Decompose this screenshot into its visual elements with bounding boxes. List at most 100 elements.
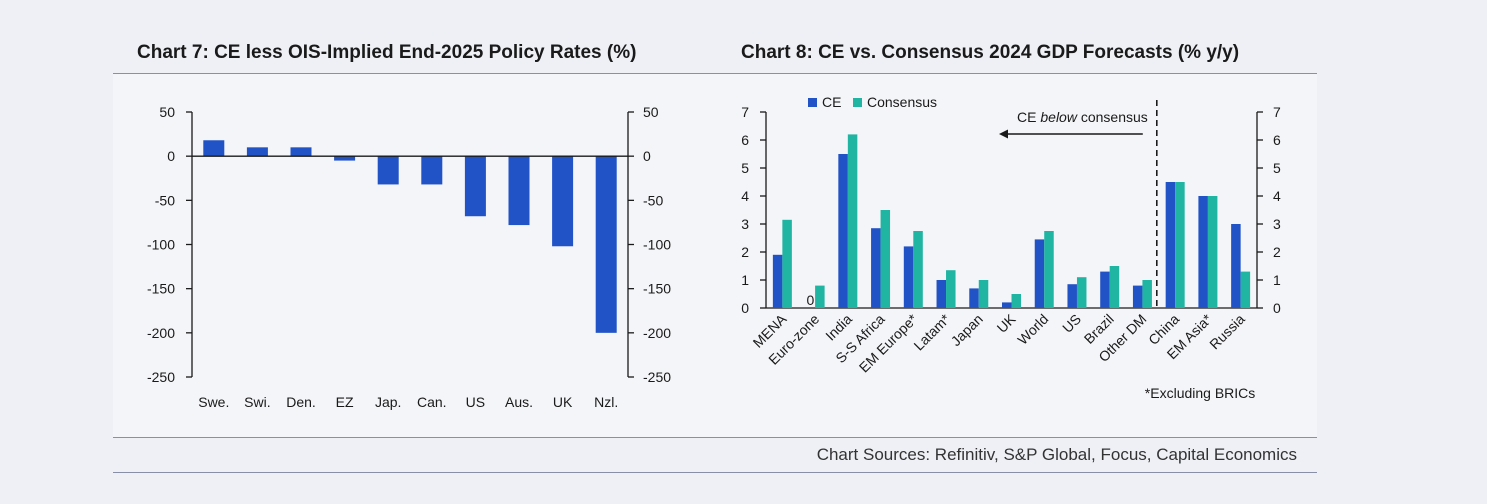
chart8-bar-consensus (1240, 271, 1251, 308)
chart8-legend-swatch-ce (808, 98, 817, 107)
chart8-y-tick-label-left: 0 (741, 300, 749, 316)
chart8-y-tick-label-right: 4 (1273, 188, 1281, 204)
chart8-bar-consensus (880, 210, 891, 308)
chart8-bar-ce (1198, 196, 1208, 308)
chart8-y-tick-label-left: 5 (741, 160, 749, 176)
chart8-y-tick-label-right: 1 (1273, 272, 1281, 288)
chart7-x-tick-label: US (466, 394, 485, 410)
chart8-bar-consensus (946, 270, 956, 308)
chart7-y-tick-label-left: 50 (159, 104, 175, 120)
chart8-bar-ce (1165, 182, 1176, 308)
chart8-bar-consensus (913, 231, 923, 308)
chart8-x-tick-label: Latam* (910, 310, 953, 353)
chart7-y-tick-label-left: -50 (155, 192, 175, 208)
sources-divider-top (113, 437, 1317, 438)
chart8-legend-label-consensus: Consensus (867, 94, 937, 110)
chart7-plot: 50 50 0 0 -50 -50 -100 -100 -150 -150 -200 -200 -250… (147, 104, 671, 410)
chart8-y-tick-label-right: 0 (1273, 300, 1281, 316)
chart-sources: Chart Sources: Refinitiv, S&P Global, Fo… (816, 445, 1297, 464)
chart8-x-tick-label: UK (994, 310, 1020, 336)
chart8-bar-consensus (1076, 277, 1087, 308)
chart8-bar-consensus (1175, 182, 1185, 308)
chart8-y-tick-label-left: 3 (741, 216, 749, 232)
chart8-bar-consensus (847, 134, 858, 308)
chart7-bar (421, 156, 443, 185)
chart8-bar-consensus (815, 285, 825, 308)
annotation-italic: below (1040, 109, 1077, 125)
chart8-bar-ce (1100, 271, 1110, 308)
chart7-y-tick-label-left: 0 (167, 148, 175, 164)
chart8-y-tick-label-right: 3 (1273, 216, 1281, 232)
chart7-y-tick-label-right: -50 (643, 192, 663, 208)
chart8-footnote: *Excluding BRICs (1145, 385, 1256, 401)
chart7-x-tick-label: Nzl. (594, 394, 618, 410)
chart8-bar-ce (936, 280, 947, 308)
chart8-x-tick-label: Russia (1206, 311, 1248, 353)
chart8-bar-consensus (1044, 231, 1054, 308)
chart7-bar (552, 156, 574, 247)
chart7-y-tick-label-right: -250 (643, 369, 671, 385)
chart8-bar-ce (903, 246, 914, 308)
chart7-x-tick-label: EZ (336, 394, 354, 410)
chart8-bar-ce (1132, 285, 1143, 308)
chart7-title: Chart 7: CE less OIS-Implied End-2025 Po… (137, 42, 637, 63)
chart8-zero-data-label: 0 (806, 292, 814, 308)
chart7-y-tick-label-left: -150 (147, 281, 175, 297)
chart8-bar-ce (969, 288, 979, 308)
chart7-y-tick-label-right: -200 (643, 325, 671, 341)
chart7-x-tick-label: Can. (417, 394, 447, 410)
chart8-bar-ce (838, 154, 848, 308)
annotation-prefix: CE (1017, 109, 1040, 125)
chart8-bar-ce (1034, 239, 1045, 308)
chart7-x-tick-label: Jap. (375, 394, 401, 410)
chart7-x-tick-label: Aus. (505, 394, 533, 410)
chart7-bar (203, 140, 225, 157)
chart8-y-tick-label-left: 7 (741, 104, 749, 120)
chart7-bar (508, 156, 530, 226)
chart8-bar-consensus (1011, 294, 1021, 308)
chart8-y-tick-label-left: 1 (741, 272, 749, 288)
sources-divider-bottom (113, 472, 1317, 473)
chart8-legend-label-ce: CE (822, 94, 841, 110)
chart7-x-tick-label: Swi. (244, 394, 270, 410)
chart8-y-tick-label-right: 5 (1273, 160, 1281, 176)
chart8-y-tick-label-left: 2 (741, 244, 749, 260)
chart7-y-tick-label-right: 50 (643, 104, 659, 120)
chart8-bar-ce (1067, 284, 1077, 308)
top-divider (113, 73, 1317, 74)
chart7-bar (334, 156, 356, 161)
chart7-y-tick-label-right: -150 (643, 281, 671, 297)
chart7-y-tick-label-left: -250 (147, 369, 175, 385)
chart8-bar-ce (871, 228, 881, 308)
chart8-legend-swatch-consensus (853, 98, 862, 107)
chart8-bar-ce (1231, 224, 1241, 308)
chart7-bar (290, 147, 312, 157)
chart8-y-tick-label-left: 6 (741, 132, 749, 148)
chart8-x-tick-label: US (1059, 311, 1084, 336)
chart8-title: Chart 8: CE vs. Consensus 2024 GDP Forec… (741, 42, 1240, 63)
chart8-y-tick-label-right: 6 (1273, 132, 1281, 148)
chart7-y-tick-label-right: 0 (643, 148, 651, 164)
chart7-bar (246, 147, 268, 157)
chart7-y-tick-label-left: -200 (147, 325, 175, 341)
chart8-bar-consensus (978, 280, 989, 308)
chart7-y-tick-label-left: -100 (147, 237, 175, 253)
chart8-bar-ce (1002, 302, 1012, 308)
chart7-bar (464, 156, 486, 217)
chart8-bar-consensus (1207, 196, 1218, 308)
chart7-x-tick-label: Den. (286, 394, 316, 410)
chart8-arrow-head (999, 129, 1008, 139)
chart8-y-tick-label-left: 4 (741, 188, 749, 204)
chart8-x-tick-label: Japan (948, 311, 986, 349)
chart8-x-tick-label: World (1014, 311, 1051, 348)
chart7-y-tick-label-right: -100 (643, 237, 671, 253)
chart7-bar (595, 156, 617, 333)
chart8-bar-consensus (1109, 266, 1120, 308)
chart8-below-consensus-annotation: CE below consensus (1017, 109, 1148, 125)
chart7-x-tick-label: Swe. (198, 394, 229, 410)
chart8-bar-ce (772, 254, 783, 308)
chart8-bar-consensus (1142, 280, 1152, 308)
chart7-x-tick-label: UK (553, 394, 573, 410)
annotation-suffix: consensus (1077, 109, 1148, 125)
